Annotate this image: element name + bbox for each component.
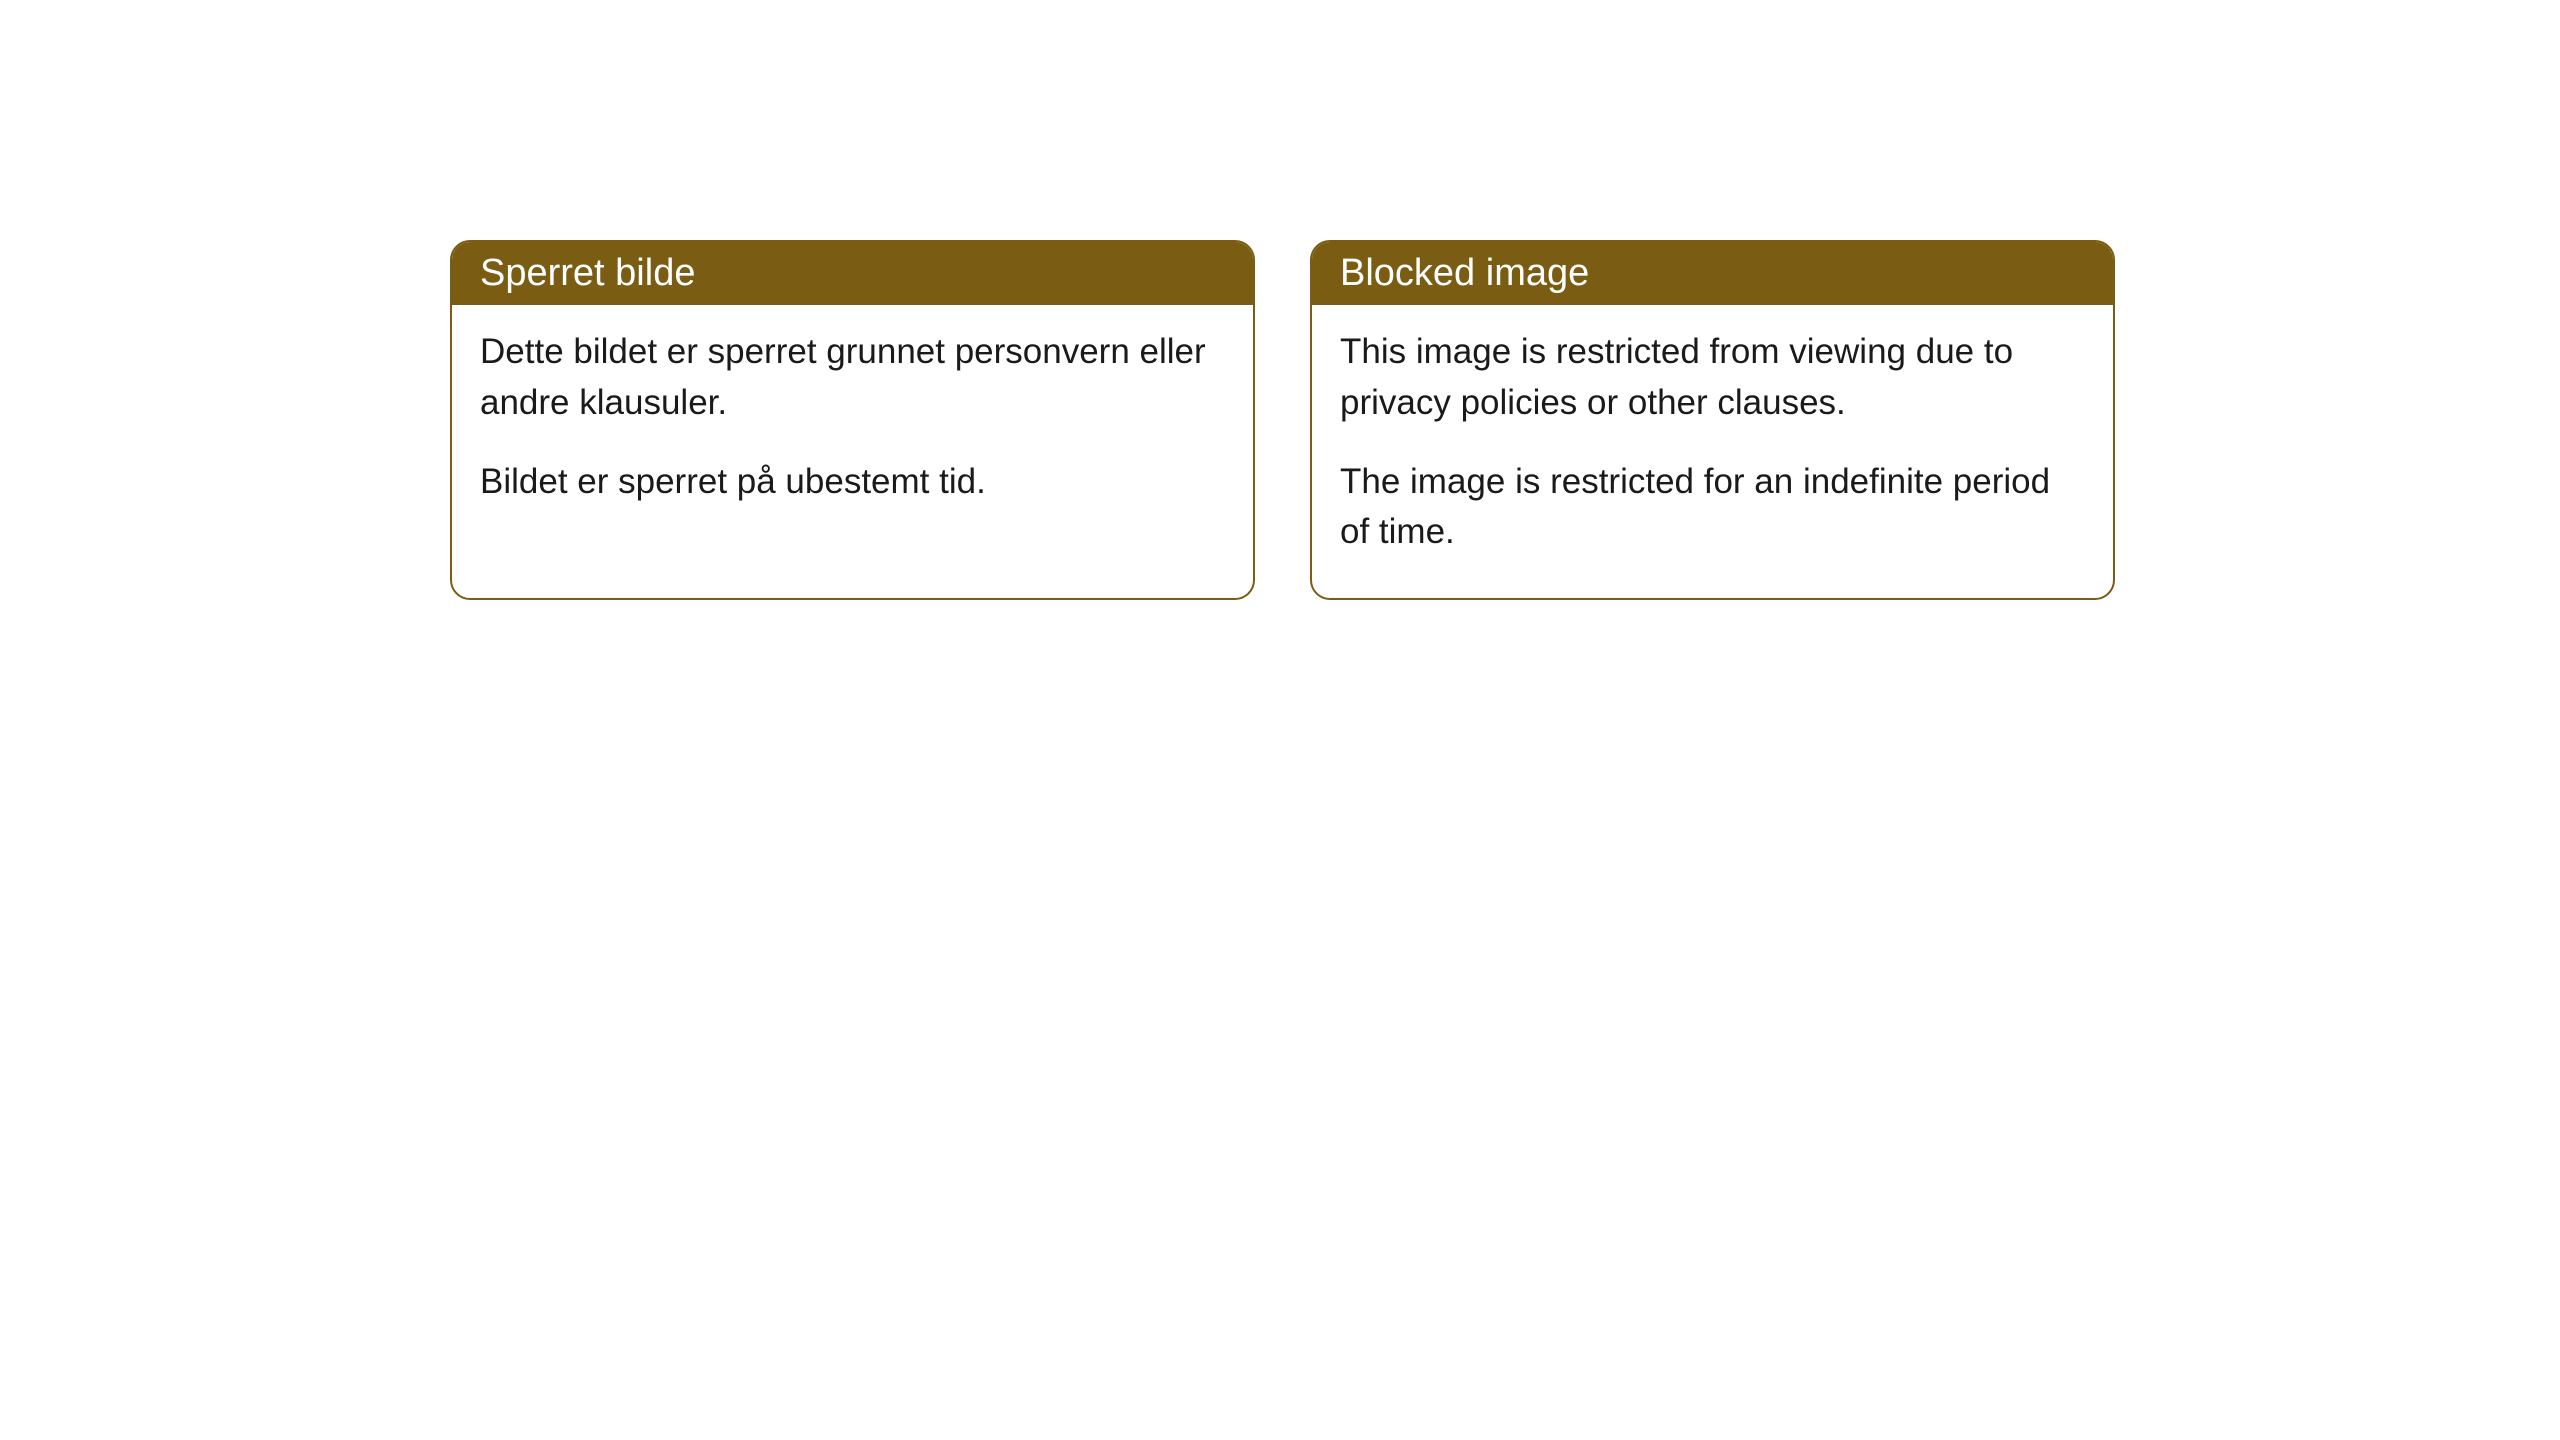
card-title: Sperret bilde: [480, 252, 695, 294]
card-body: Dette bildet er sperret grunnet personve…: [452, 305, 1253, 547]
card-header: Blocked image: [1312, 242, 2113, 305]
card-body: This image is restricted from viewing du…: [1312, 305, 2113, 598]
card-paragraph: Dette bildet er sperret grunnet personve…: [480, 327, 1225, 429]
notice-card-english: Blocked image This image is restricted f…: [1310, 240, 2115, 600]
card-header: Sperret bilde: [452, 242, 1253, 305]
notice-cards-container: Sperret bilde Dette bildet er sperret gr…: [450, 240, 2560, 600]
notice-card-norwegian: Sperret bilde Dette bildet er sperret gr…: [450, 240, 1255, 600]
card-paragraph: Bildet er sperret på ubestemt tid.: [480, 457, 1225, 508]
card-paragraph: The image is restricted for an indefinit…: [1340, 457, 2085, 559]
card-paragraph: This image is restricted from viewing du…: [1340, 327, 2085, 429]
card-title: Blocked image: [1340, 252, 1589, 294]
